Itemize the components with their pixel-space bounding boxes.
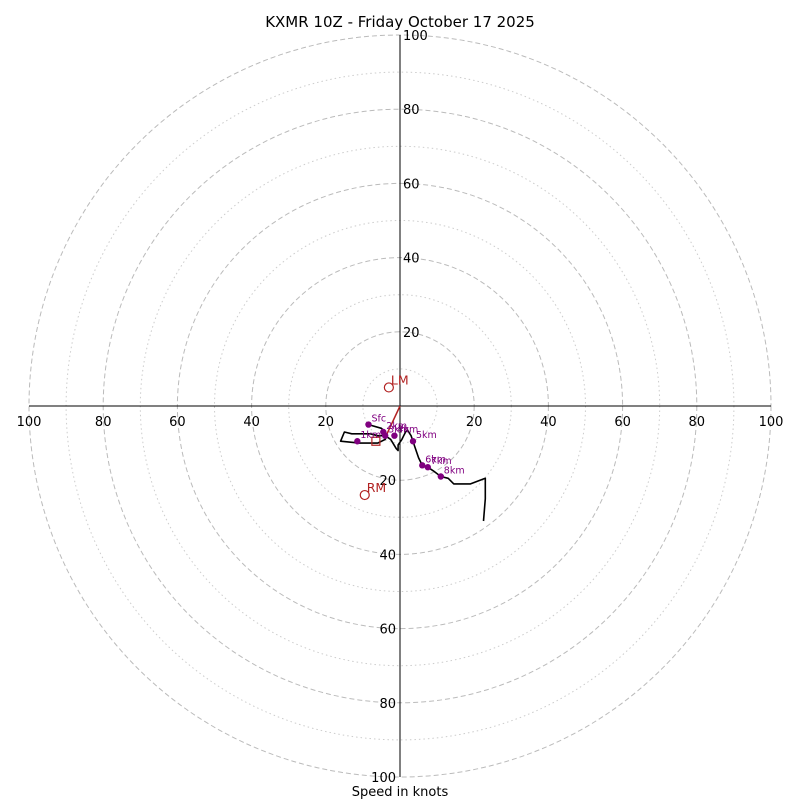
storm-motion-markers: LM RM xyxy=(359,372,409,501)
x-tick-label: 40 xyxy=(243,415,260,430)
height-marker-label: 8km xyxy=(444,465,465,476)
x-tick-label: 20 xyxy=(466,415,483,430)
height-marker-dot xyxy=(437,473,445,480)
x-tick-label: 40 xyxy=(540,415,557,430)
height-marker-label: 2km xyxy=(386,421,407,432)
y-tick-label: 40 xyxy=(403,252,420,267)
x-tick-label: 100 xyxy=(759,415,784,430)
storm-motion-label: RM xyxy=(367,480,386,495)
chart-title: KXMR 10Z - Friday October 17 2025 xyxy=(265,13,535,31)
x-tick-label: 20 xyxy=(318,415,335,430)
height-marker-label: 7km xyxy=(431,456,452,467)
x-axis-label: Speed in knots xyxy=(352,785,449,800)
height-marker-dot xyxy=(381,432,389,439)
height-marker-dot xyxy=(365,421,372,428)
height-marker-label: 4km xyxy=(397,425,418,436)
y-tick-label: 80 xyxy=(379,697,396,712)
x-tick-label: 60 xyxy=(614,415,631,430)
y-tick-label: 20 xyxy=(403,326,420,341)
y-tick-label: 100 xyxy=(403,29,428,44)
storm-motion-marker xyxy=(359,489,370,501)
shear-vector xyxy=(386,405,401,435)
height-marker-label: 3km xyxy=(388,425,409,436)
x-tick-label: 60 xyxy=(169,415,186,430)
height-marker-label: 6km xyxy=(425,454,446,465)
y-tick-label: 20 xyxy=(379,474,396,489)
x-tick-label: 80 xyxy=(689,415,706,430)
y-tick-label: 60 xyxy=(403,177,420,192)
y-tick-label: 100 xyxy=(371,771,396,786)
y-tick-label: 80 xyxy=(403,103,420,118)
x-tick-label: 100 xyxy=(17,415,42,430)
y-tick-label: 60 xyxy=(379,623,396,638)
x-tick-label: 80 xyxy=(95,415,112,430)
height-marker-dot xyxy=(354,438,361,445)
y-tick-label: 40 xyxy=(379,548,396,563)
height-marker-dot xyxy=(391,432,398,439)
hodograph-trace-layer xyxy=(339,405,487,522)
height-marker-label: 1km xyxy=(360,430,381,441)
storm-motion-marker xyxy=(383,382,394,393)
storm-motion-label: LM xyxy=(391,372,409,387)
height-marker-dot xyxy=(424,464,432,471)
height-marker-label: 5km xyxy=(416,430,437,441)
height-marker-dot xyxy=(419,462,426,469)
mean-wind-marker xyxy=(371,436,381,446)
height-marker-label: Sfc xyxy=(371,414,386,425)
height-marker-dot xyxy=(409,438,417,445)
tick-labels: 100 80 60 40 20 20 40 60 80 100 100 80 60 40 20 20 40 60 8… xyxy=(17,29,784,786)
